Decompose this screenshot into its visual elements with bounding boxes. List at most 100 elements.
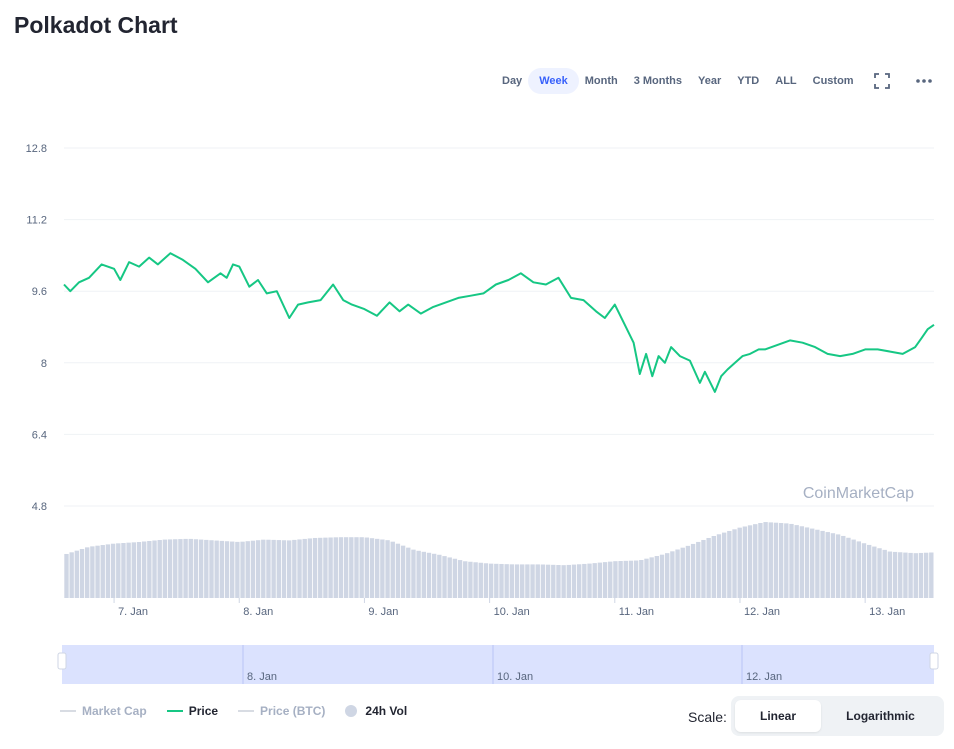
range-year-button[interactable]: Year — [698, 75, 722, 87]
legend-24h-vol[interactable]: 24h Vol — [345, 704, 407, 718]
scale-toggle: Linear Logarithmic — [731, 696, 944, 736]
volume-bar — [468, 561, 473, 598]
legend-price-swatch — [166, 710, 183, 712]
volume-bar — [851, 539, 856, 598]
volume-bar — [281, 540, 287, 598]
volume-bar — [266, 539, 271, 598]
range-ytd-button[interactable]: YTD — [737, 75, 760, 87]
range-all-button[interactable]: ALL — [775, 75, 797, 87]
volume-bar — [835, 534, 841, 598]
volume-bar — [219, 540, 225, 598]
volume-bar — [105, 544, 111, 598]
time-range-selector: Day Week Month 3 Months Year YTD ALL Cus… — [494, 68, 862, 94]
fullscreen-button[interactable] — [871, 70, 893, 92]
navigator-right-handle[interactable] — [929, 652, 939, 670]
volume-bar — [312, 537, 318, 598]
volume-bar — [841, 535, 846, 598]
volume-bar — [328, 537, 333, 598]
volume-bar — [100, 545, 105, 598]
range-day-button[interactable]: Day — [502, 75, 523, 87]
volume-bar — [90, 546, 95, 598]
more-options-button[interactable] — [913, 70, 935, 92]
navigator-tick-label: 8. Jan — [247, 671, 277, 683]
volume-bar — [742, 526, 748, 598]
volume-bar — [193, 539, 199, 598]
volume-bar — [613, 561, 618, 598]
volume-bar — [706, 537, 711, 598]
x-tick-label: 8. Jan — [243, 606, 273, 618]
volume-bar — [395, 543, 401, 598]
legend-price[interactable]: Price — [166, 704, 219, 718]
watermark: CoinMarketCap — [803, 485, 914, 502]
volume-bar — [830, 533, 836, 598]
scale-logarithmic-button[interactable]: Logarithmic — [846, 709, 915, 723]
volume-bar — [644, 558, 649, 598]
volume-bar — [566, 564, 571, 598]
navigator-tick-label: 12. Jan — [746, 671, 782, 683]
volume-bar — [892, 551, 898, 598]
range-3-months-button[interactable]: 3 Months — [633, 75, 682, 87]
legend-market-cap[interactable]: Market Cap — [60, 704, 147, 718]
volume-bar — [69, 552, 74, 598]
volume-bar — [162, 539, 168, 598]
volume-bar — [659, 554, 665, 598]
volume-bar — [488, 563, 494, 598]
volume-bar — [675, 549, 680, 598]
volume-bar — [535, 564, 540, 598]
volume-bar — [250, 540, 256, 598]
volume-bar — [494, 563, 499, 598]
volume-bar — [592, 563, 597, 598]
range-week-button[interactable]: Week — [528, 68, 579, 94]
volume-bar — [369, 538, 375, 598]
volume-bar — [556, 565, 561, 598]
volume-bar — [385, 540, 390, 598]
y-tick-label: 4.8 — [32, 501, 47, 513]
y-tick-label: 6.4 — [32, 429, 47, 441]
volume-bar — [737, 527, 742, 598]
volume-bar — [861, 543, 867, 598]
range-month-button[interactable]: Month — [584, 75, 618, 87]
volume-bar — [540, 564, 546, 598]
volume-bar — [400, 545, 406, 598]
volume-bar — [856, 541, 861, 598]
volume-bar — [690, 543, 696, 598]
volume-bar — [504, 564, 509, 598]
volume-bar — [903, 552, 908, 598]
volume-bar — [898, 552, 903, 598]
x-tick-label: 10. Jan — [494, 606, 530, 618]
volume-bar — [877, 548, 882, 598]
volume-bar — [426, 552, 432, 598]
volume-bar — [85, 547, 90, 598]
volume-bar — [473, 562, 478, 598]
volume-bar — [235, 541, 240, 598]
volume-bar — [525, 564, 530, 598]
legend-price-label: Price — [188, 704, 219, 718]
volume-bar — [198, 539, 204, 598]
volume-bar — [530, 564, 535, 598]
volume-bar — [483, 563, 489, 598]
volume-bar — [716, 534, 722, 598]
volume-bar — [665, 553, 670, 598]
range-custom-button[interactable]: Custom — [812, 75, 854, 87]
volume-bar — [152, 540, 157, 598]
volume-bar — [359, 537, 364, 598]
volume-bar — [773, 522, 779, 598]
y-tick-label: 8 — [41, 358, 47, 370]
volume-bar — [887, 551, 893, 598]
scale-linear-button[interactable]: Linear — [735, 700, 821, 732]
volume-bar — [442, 556, 447, 598]
volume-bar — [732, 529, 737, 598]
y-tick-label: 12.8 — [26, 143, 47, 155]
volume-bar — [649, 557, 654, 598]
volume-bar — [923, 552, 929, 598]
volume-bar — [768, 522, 773, 598]
volume-bar — [230, 541, 235, 598]
volume-bar — [478, 562, 483, 598]
navigator-left-handle[interactable] — [57, 652, 67, 670]
legend-price-btc[interactable]: Price (BTC) — [238, 704, 325, 718]
legend-24h-vol-label: 24h Vol — [365, 704, 408, 718]
volume-bar — [587, 563, 592, 598]
volume-bar — [349, 537, 354, 598]
volume-bar — [333, 537, 338, 598]
chart-legend: Market Cap Price Price (BTC) 24h Vol — [60, 704, 427, 718]
